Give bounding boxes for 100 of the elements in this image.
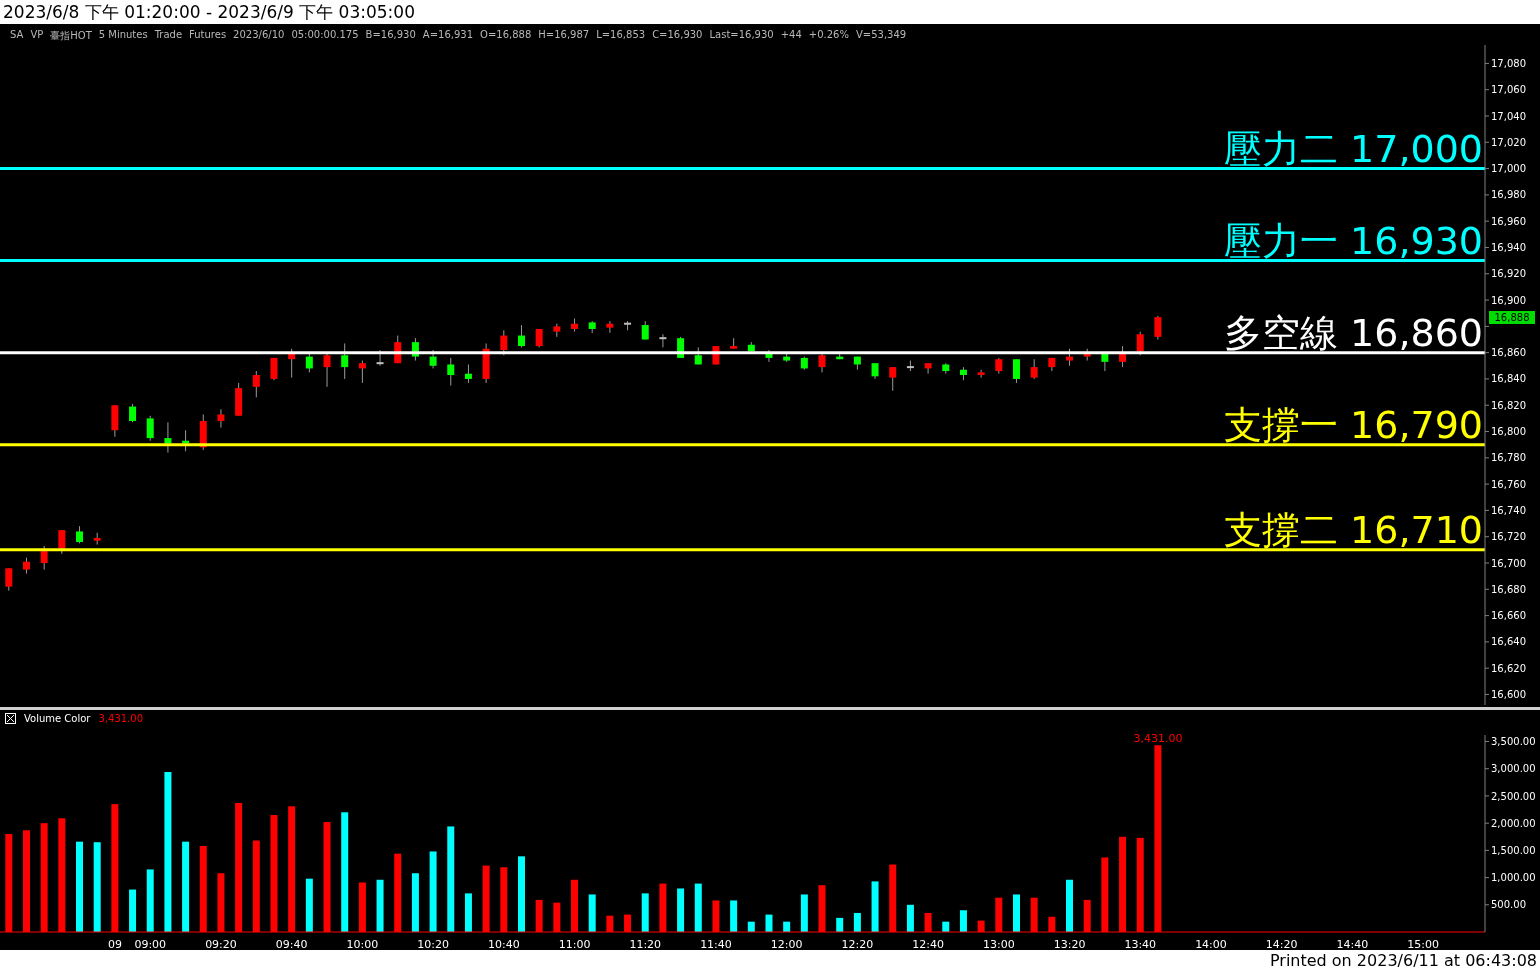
bar bbox=[588, 894, 596, 932]
bar bbox=[694, 883, 702, 932]
x-tick-label: 13:20 bbox=[1053, 937, 1086, 951]
x-tick-label: 10:00 bbox=[346, 937, 379, 951]
x-tick-label: 09 bbox=[107, 937, 122, 951]
y-tick-label: 16,700 bbox=[1491, 557, 1526, 569]
candlestick bbox=[252, 370, 260, 398]
y-tick-label: 17,060 bbox=[1491, 84, 1526, 96]
candlestick bbox=[517, 324, 525, 348]
bar bbox=[1012, 894, 1020, 932]
candlestick bbox=[375, 349, 385, 367]
x-tick-label: 11:40 bbox=[700, 937, 732, 951]
candlestick bbox=[341, 342, 349, 380]
candlestick bbox=[658, 333, 668, 348]
text: L=16,853 bbox=[596, 29, 646, 42]
bar bbox=[76, 841, 84, 932]
y-tick-label: 16,820 bbox=[1491, 399, 1526, 411]
candlestick bbox=[305, 352, 313, 373]
y-tick-label: 16,620 bbox=[1491, 662, 1526, 674]
y-tick-label: 16,780 bbox=[1491, 452, 1526, 464]
bar bbox=[464, 893, 472, 932]
candlestick bbox=[1136, 331, 1144, 356]
y-tick-label: 16,760 bbox=[1491, 478, 1526, 490]
x-tick-label: 12:40 bbox=[912, 937, 944, 951]
y-tick-label: 16,860 bbox=[1491, 347, 1526, 359]
y-tick-label: 16,640 bbox=[1491, 636, 1526, 648]
bar bbox=[341, 812, 349, 932]
text: 05:00:00.175 bbox=[291, 29, 359, 42]
candlestick bbox=[1012, 358, 1020, 384]
x-tick-label: 11:00 bbox=[558, 937, 591, 951]
bar bbox=[182, 841, 190, 932]
y-tick-label: 16,960 bbox=[1491, 215, 1526, 227]
bar bbox=[146, 869, 154, 932]
bar bbox=[853, 912, 861, 932]
bar bbox=[871, 881, 879, 932]
candlestick bbox=[217, 408, 225, 429]
text: B=16,930 bbox=[365, 29, 416, 42]
ref-line-label: 壓力二 17,000 bbox=[1223, 126, 1483, 171]
bar bbox=[447, 826, 455, 932]
text: H=16,987 bbox=[538, 29, 590, 42]
text: Volume Color bbox=[24, 713, 91, 724]
chart-title: 2023/6/8 下午 01:20:00 - 2023/6/9 下午 03:05:00 bbox=[0, 0, 1540, 24]
bar bbox=[765, 914, 773, 932]
bar bbox=[164, 772, 172, 932]
text: C=16,930 bbox=[652, 29, 703, 42]
bar bbox=[836, 917, 844, 932]
bar bbox=[1066, 879, 1074, 932]
candlestick bbox=[1101, 353, 1109, 372]
data-label: 3,431.00 bbox=[1133, 732, 1183, 746]
y-tick-label: 16,900 bbox=[1491, 294, 1526, 306]
y-tick-label: 16,840 bbox=[1491, 373, 1526, 385]
bar bbox=[517, 856, 525, 932]
candlestick bbox=[58, 529, 66, 555]
text: SA bbox=[10, 29, 24, 42]
y-tick-label: 16,800 bbox=[1491, 426, 1526, 438]
text: A=16,931 bbox=[422, 29, 474, 42]
y-tick-label: 3,500.00 bbox=[1491, 736, 1536, 748]
y-tick-label: 17,080 bbox=[1491, 57, 1526, 69]
candlestick bbox=[464, 363, 472, 384]
x-tick-label: 11:20 bbox=[629, 937, 662, 951]
bar bbox=[376, 879, 384, 932]
text: Trade bbox=[154, 29, 183, 42]
y-tick-label: 17,000 bbox=[1491, 163, 1526, 175]
text: O=16,888 bbox=[480, 29, 532, 42]
candlestick bbox=[500, 329, 508, 356]
text: Last=16,930 bbox=[709, 29, 774, 42]
candlestick bbox=[146, 415, 154, 442]
x-tick-label: 14:20 bbox=[1265, 937, 1298, 951]
text: Printed on 2023/6/11 at 06:43:08 bbox=[1269, 951, 1537, 970]
bar bbox=[641, 893, 649, 932]
bar bbox=[906, 904, 914, 932]
candlestick bbox=[924, 362, 932, 375]
candlestick bbox=[447, 357, 455, 387]
y-tick-label: 17,020 bbox=[1491, 136, 1526, 148]
candlestick bbox=[1154, 315, 1162, 340]
text: 16,888 bbox=[1489, 311, 1535, 324]
text: V=53,349 bbox=[855, 29, 907, 42]
candlestick bbox=[164, 421, 172, 454]
candlestick bbox=[288, 348, 296, 379]
bar bbox=[730, 900, 738, 932]
text: 2023/6/10 bbox=[233, 29, 285, 42]
x-tick-label: 09:40 bbox=[275, 937, 308, 951]
x-tick-label: 09:20 bbox=[205, 937, 237, 951]
candlestick bbox=[129, 403, 137, 423]
text: +44 bbox=[780, 29, 802, 42]
x-tick-label: 10:40 bbox=[487, 937, 520, 951]
bar bbox=[411, 873, 419, 932]
candlestick bbox=[889, 366, 897, 392]
y-tick-label: 16,940 bbox=[1491, 242, 1526, 254]
y-tick-label: 16,680 bbox=[1491, 583, 1526, 595]
bar bbox=[800, 894, 808, 932]
text: 臺指HOT bbox=[50, 29, 92, 43]
bar bbox=[129, 889, 137, 932]
candlestick bbox=[977, 369, 985, 379]
x-tick-label: 12:20 bbox=[841, 937, 874, 951]
text: 3,431.00 bbox=[98, 713, 144, 724]
text: Futures bbox=[189, 29, 227, 42]
y-tick-label: 17,040 bbox=[1491, 110, 1526, 122]
candlestick bbox=[818, 353, 826, 373]
y-tick-label: 2,000.00 bbox=[1491, 817, 1536, 829]
